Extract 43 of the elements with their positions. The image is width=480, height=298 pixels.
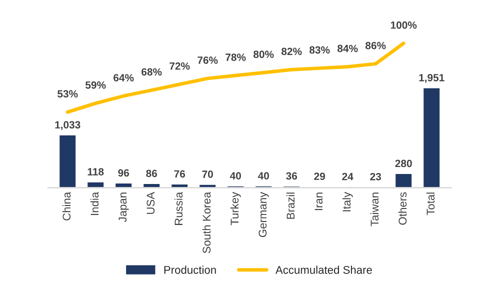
x-tick-label: Brazil (286, 192, 295, 219)
x-tick-label: Turkey (230, 192, 241, 226)
data-label: 72% (170, 62, 190, 70)
x-tick-label: Others (398, 192, 407, 225)
data-label: 59% (85, 81, 106, 89)
data-label: 83% (310, 46, 330, 54)
data-label: 76% (198, 56, 218, 64)
data-label: 29 (314, 172, 326, 180)
x-tick-label: South Korea (202, 192, 211, 254)
data-label: 36 (286, 172, 298, 180)
data-label: 64% (114, 74, 134, 82)
data-label: 118 (88, 168, 104, 176)
data-label: 86% (366, 42, 386, 50)
x-tick-label: USA (146, 192, 155, 214)
x-tick-label: China (62, 192, 71, 220)
x-tick-label: Total (426, 192, 435, 216)
data-label: 86 (146, 170, 158, 178)
data-label: 24 (342, 172, 354, 180)
data-label: 70 (202, 170, 213, 178)
data-label: 40 (258, 172, 269, 180)
data-label: 68% (142, 68, 162, 76)
data-label: 280 (395, 160, 412, 168)
x-tick-label: India (90, 192, 99, 215)
x-tick-label: Taiwan (370, 192, 379, 226)
data-label: 1,033 (55, 121, 80, 130)
data-label: 100% (390, 21, 417, 29)
data-label: 40 (230, 172, 241, 180)
x-tick-label: Japan (118, 192, 129, 222)
x-tick-label: Russia (174, 192, 183, 225)
data-label: 78% (226, 54, 246, 61)
data-label: 82% (282, 48, 302, 56)
data-label: 84% (338, 44, 358, 52)
data-label: 80% (254, 50, 274, 58)
data-label: 1,951 (419, 74, 444, 83)
data-label: 96 (118, 169, 130, 177)
data-label: 23 (370, 172, 382, 180)
legend-label: Accumulated Share (275, 266, 372, 274)
data-label: 53% (57, 90, 78, 98)
x-tick-label: Italy (342, 192, 353, 212)
x-tick-label: Germany (258, 192, 269, 238)
x-tick-label: Iran (314, 192, 323, 210)
data-label: 76 (174, 170, 186, 178)
legend-label: Production (164, 266, 216, 274)
